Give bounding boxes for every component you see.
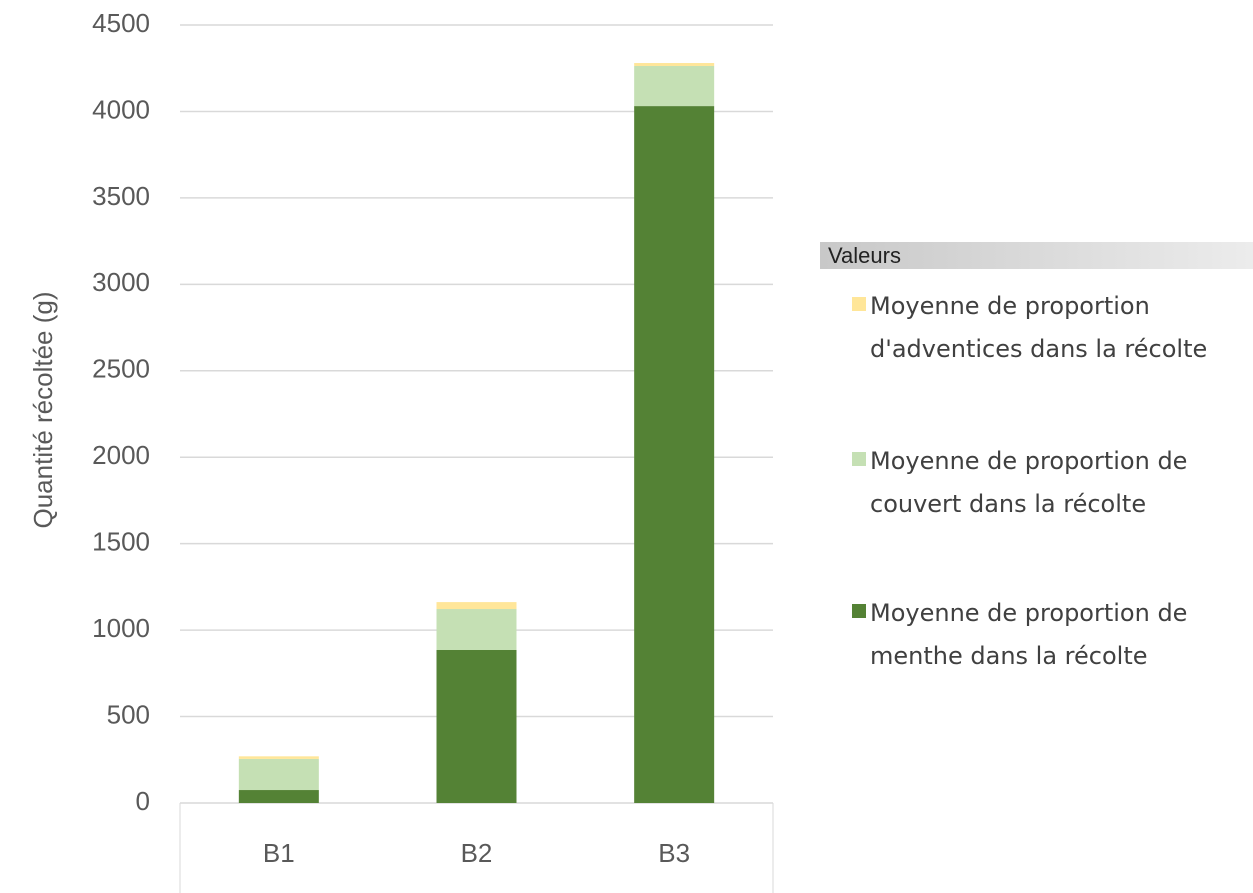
legend-label: Moyenne de proportion de menthe dans la … — [870, 599, 1188, 670]
legend-title: Valeurs — [820, 242, 1253, 269]
x-tick-label: B3 — [658, 838, 690, 868]
bar-segment — [238, 756, 319, 759]
bar-segment — [634, 65, 715, 107]
bar-segment — [436, 609, 517, 650]
bar-segment — [238, 790, 319, 803]
y-axis-title: Quantité récoltée (g) — [28, 291, 58, 528]
y-tick-label: 0 — [136, 786, 150, 816]
bar-segment — [634, 63, 715, 66]
legend-swatch — [852, 452, 866, 466]
y-tick-label: 4500 — [92, 8, 150, 38]
y-tick-label: 2500 — [92, 354, 150, 384]
y-tick-label: 2000 — [92, 440, 150, 470]
bar-segment — [436, 602, 517, 610]
legend-swatch — [852, 604, 866, 618]
x-tick-label: B1 — [263, 838, 295, 868]
y-tick-label: 3500 — [92, 181, 150, 211]
legend-label: Moyenne de proportion d'adventices dans … — [870, 292, 1208, 363]
y-tick-label: 3000 — [92, 267, 150, 297]
bar-segment — [436, 649, 517, 803]
bar-segment — [238, 758, 319, 791]
y-tick-label: 1500 — [92, 527, 150, 557]
bar-segment — [634, 106, 715, 803]
y-tick-label: 1000 — [92, 613, 150, 643]
x-tick-label: B2 — [461, 838, 493, 868]
legend-swatch — [852, 297, 866, 311]
legend-label: Moyenne de proportion de couvert dans la… — [870, 447, 1188, 518]
y-tick-label: 4000 — [92, 94, 150, 124]
y-tick-label: 500 — [107, 699, 150, 729]
